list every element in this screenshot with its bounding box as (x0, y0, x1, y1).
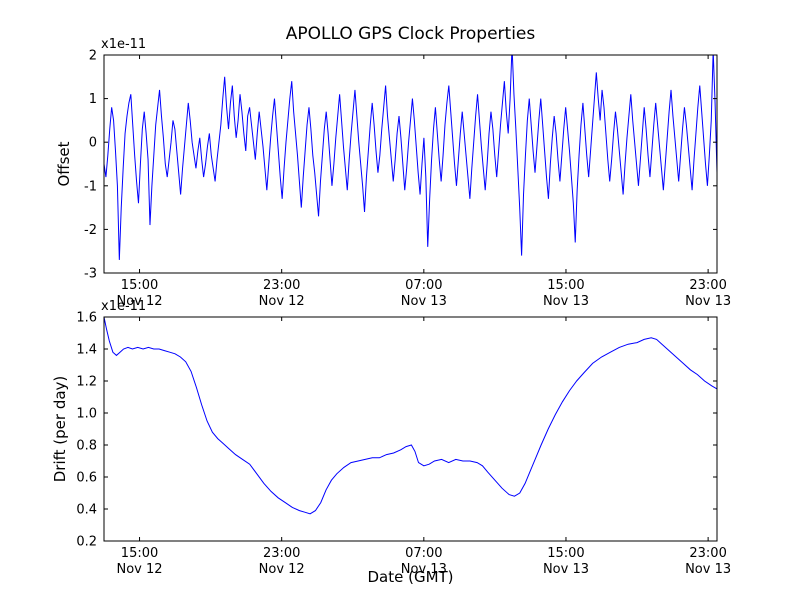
drift-xtick-label-date: Nov 12 (117, 562, 163, 577)
drift-xtick-label-time: 15:00 (121, 546, 158, 561)
offset-xtick-label-date: Nov 12 (259, 294, 305, 309)
x-axis-label: Date (GMT) (367, 568, 454, 586)
drift-axis-label: Drift (per day) (51, 375, 69, 483)
drift-xtick-label-time: 07:00 (405, 546, 442, 561)
drift-xtick-label-time: 15:00 (547, 546, 584, 561)
offset-xtick-label-date: Nov 13 (543, 294, 589, 309)
offset-xtick-label-time: 07:00 (405, 278, 442, 293)
drift-ytick-label: 0.8 (76, 439, 97, 454)
offset-scale-label-top: x1e-11 (101, 37, 147, 52)
offset-data-line (104, 55, 717, 260)
offset-xtick-label-date: Nov 13 (401, 294, 447, 309)
offset-xtick-label-time: 23:00 (263, 278, 300, 293)
offset-axes-frame (103, 54, 718, 274)
offset-ytick-label: 2 (89, 49, 97, 64)
drift-xtick-label-time: 23:00 (263, 546, 300, 561)
offset-xtick-label-date: Nov 13 (685, 294, 731, 309)
offset-ytick-label: 1 (89, 92, 97, 107)
offset-ytick-label: -3 (84, 267, 97, 282)
drift-ytick-label: 0.2 (76, 535, 97, 550)
drift-axes-frame (103, 316, 718, 542)
drift-ytick-label: 1.0 (76, 407, 97, 422)
drift-xtick-label-date: Nov 13 (401, 562, 447, 577)
figure-title: APOLLO GPS Clock Properties (285, 24, 536, 44)
drift-xtick-label-date: Nov 13 (685, 562, 731, 577)
offset-scale-label-bottom: x1e-11 (101, 299, 147, 314)
offset-ytick-label: -1 (84, 179, 97, 194)
drift-xtick-label-time: 23:00 (689, 546, 726, 561)
drift-ytick-label: 0.6 (76, 471, 97, 486)
offset-xtick-label-time: 15:00 (121, 278, 158, 293)
offset-xtick-label-time: 15:00 (547, 278, 584, 293)
drift-data-line (104, 317, 717, 515)
drift-ytick-label: 0.4 (76, 503, 97, 518)
offset-xtick-label-time: 23:00 (689, 278, 726, 293)
offset-ytick-label: 0 (89, 136, 97, 151)
drift-xtick-label-date: Nov 12 (259, 562, 305, 577)
drift-ytick-label: 1.2 (76, 375, 97, 390)
drift-ytick-label: 1.4 (76, 343, 97, 358)
offset-ytick-label: -2 (84, 223, 97, 238)
offset-xtick-label-date: Nov 12 (117, 294, 163, 309)
offset-axis-label: Offset (55, 141, 73, 187)
drift-ytick-label: 1.6 (76, 311, 97, 326)
drift-xtick-label-date: Nov 13 (543, 562, 589, 577)
